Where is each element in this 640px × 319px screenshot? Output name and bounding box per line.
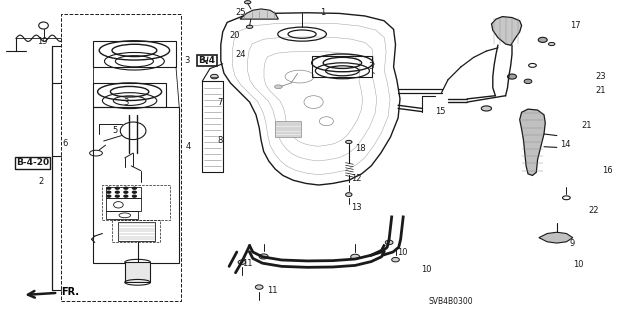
Text: 10: 10	[421, 265, 431, 274]
Text: 21: 21	[581, 121, 591, 130]
Circle shape	[124, 187, 128, 189]
Text: 7: 7	[218, 98, 223, 107]
Text: 11: 11	[268, 286, 278, 295]
Text: 13: 13	[351, 203, 362, 212]
Circle shape	[107, 195, 111, 197]
Text: 19: 19	[37, 37, 47, 46]
FancyBboxPatch shape	[125, 262, 150, 282]
Text: 5: 5	[112, 126, 117, 135]
Ellipse shape	[524, 79, 532, 84]
Ellipse shape	[351, 254, 360, 259]
Text: B-4-20: B-4-20	[16, 158, 49, 167]
Text: 3: 3	[184, 56, 189, 65]
Circle shape	[107, 191, 111, 193]
Circle shape	[132, 191, 136, 193]
Text: 24: 24	[236, 50, 246, 59]
Ellipse shape	[238, 260, 246, 264]
Ellipse shape	[538, 37, 547, 42]
Text: 15: 15	[435, 107, 445, 116]
Polygon shape	[492, 17, 522, 45]
Text: 11: 11	[242, 259, 252, 268]
Circle shape	[115, 195, 119, 197]
Polygon shape	[539, 232, 573, 243]
Circle shape	[115, 191, 119, 193]
Ellipse shape	[346, 140, 352, 144]
Text: 23: 23	[595, 72, 606, 81]
Ellipse shape	[244, 1, 251, 4]
Text: 2: 2	[38, 177, 44, 186]
FancyBboxPatch shape	[275, 121, 301, 137]
Text: 4: 4	[186, 142, 191, 151]
Text: 10: 10	[397, 248, 407, 256]
Ellipse shape	[211, 74, 218, 79]
Text: 20: 20	[229, 31, 239, 40]
Text: 22: 22	[589, 206, 599, 215]
Text: 8: 8	[218, 136, 223, 145]
Text: B-4: B-4	[198, 56, 216, 65]
Ellipse shape	[481, 106, 492, 111]
Text: 25: 25	[236, 8, 246, 17]
Ellipse shape	[392, 257, 399, 262]
Text: FR.: FR.	[28, 287, 79, 298]
Polygon shape	[520, 109, 545, 175]
Circle shape	[132, 187, 136, 189]
Text: 3: 3	[124, 98, 129, 107]
Polygon shape	[240, 9, 278, 19]
Text: 16: 16	[602, 166, 612, 175]
Text: 21: 21	[595, 86, 605, 95]
Ellipse shape	[508, 74, 516, 79]
Text: 6: 6	[62, 139, 67, 148]
Ellipse shape	[548, 42, 555, 46]
Text: 17: 17	[570, 21, 580, 30]
Ellipse shape	[255, 285, 263, 289]
Ellipse shape	[246, 25, 253, 28]
Text: 9: 9	[570, 239, 575, 248]
Text: 1: 1	[320, 8, 325, 17]
Text: 14: 14	[560, 140, 570, 149]
Circle shape	[124, 195, 128, 197]
Text: 12: 12	[351, 174, 361, 183]
Circle shape	[115, 187, 119, 189]
Text: 3: 3	[368, 63, 373, 71]
Ellipse shape	[259, 254, 268, 259]
Text: 10: 10	[573, 260, 583, 269]
Text: SVB4B0300: SVB4B0300	[429, 297, 474, 306]
Circle shape	[124, 191, 128, 193]
Ellipse shape	[275, 85, 282, 89]
Text: 18: 18	[355, 144, 366, 153]
Ellipse shape	[346, 193, 352, 197]
Circle shape	[107, 187, 111, 189]
Circle shape	[132, 195, 136, 197]
Ellipse shape	[385, 240, 393, 245]
